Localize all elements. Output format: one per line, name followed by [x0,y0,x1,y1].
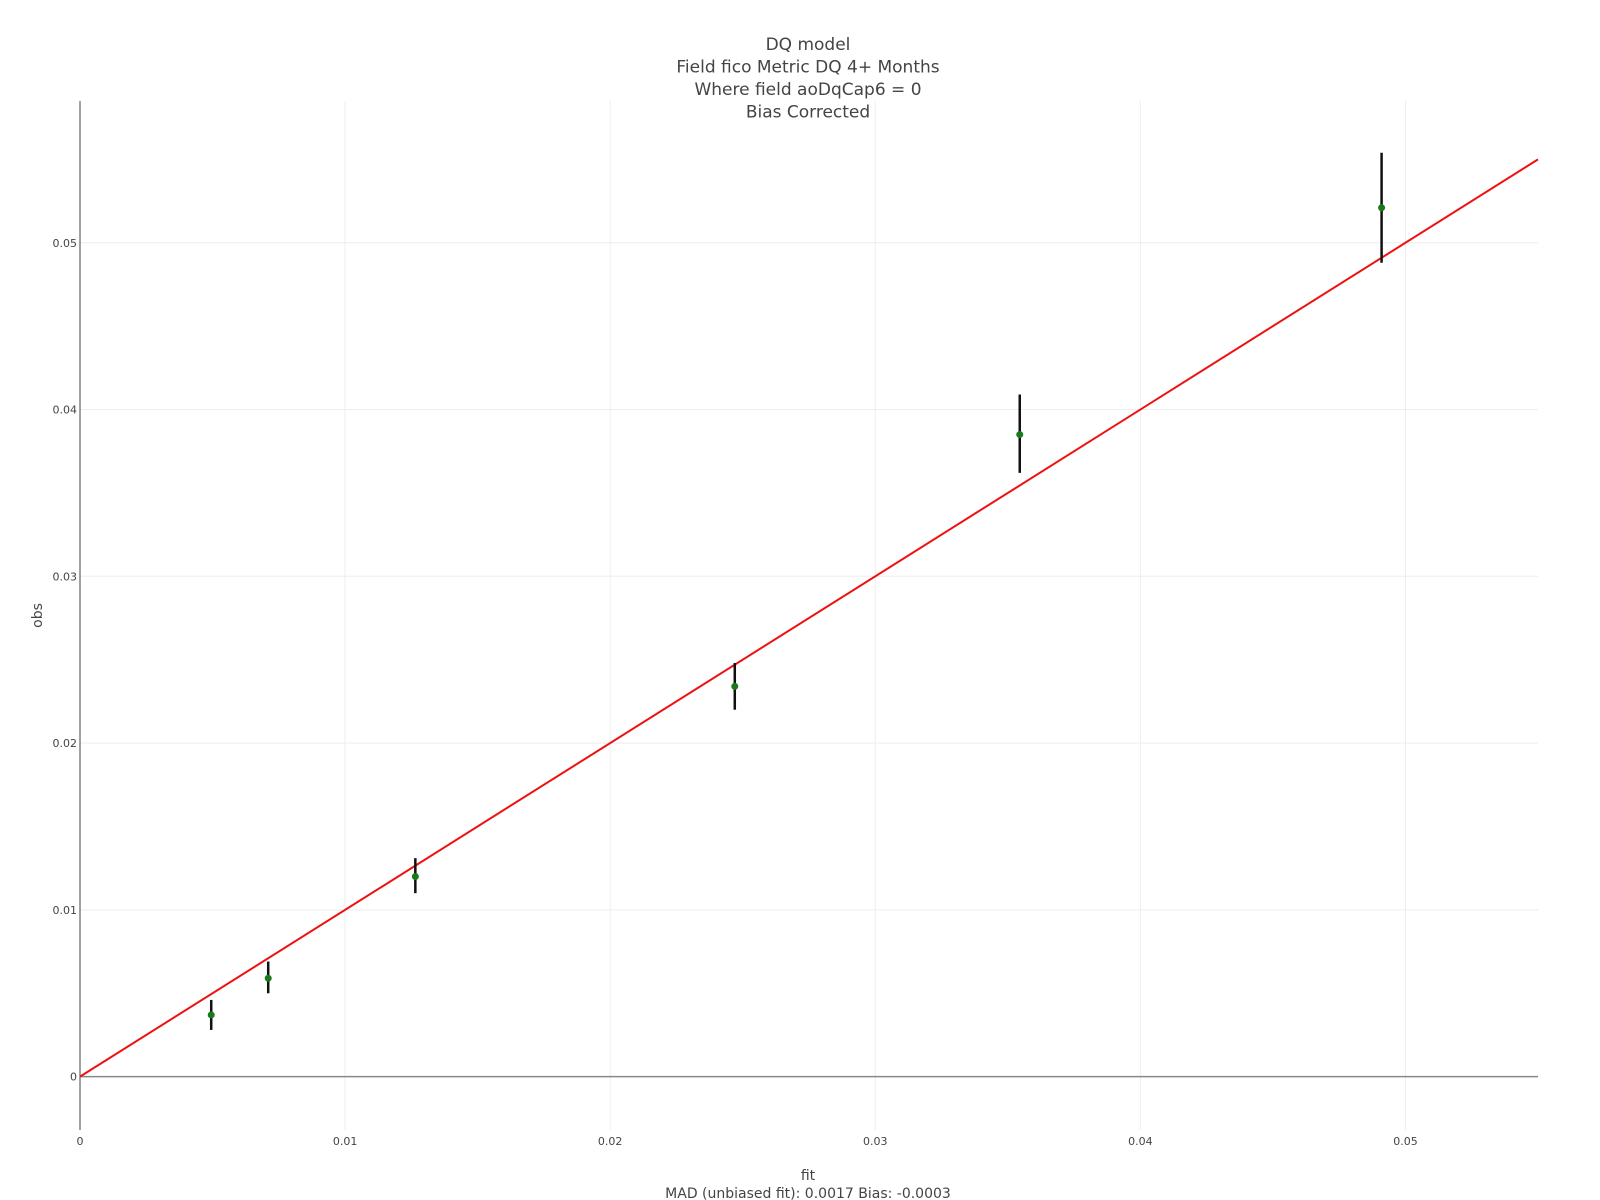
y-tick-label: 0.04 [53,404,78,417]
x-tick-label: 0 [77,1135,84,1148]
data-point [411,873,419,881]
data-point [207,1011,215,1019]
data-points [207,204,1386,1019]
chart-title-line: Field fico Metric DQ 4+ Months [676,58,939,78]
x-tick-label: 0.04 [1128,1135,1153,1148]
reference-line [79,158,1539,1078]
data-point [264,974,272,982]
gridlines [80,101,1538,1130]
y-tick-labels: 0 0.01 0.02 0.03 0.04 0.05 [53,237,78,1084]
chart-title-line: Where field aoDqCap6 = 0 [694,80,921,100]
x-axis-subtitle: MAD (unbiased fit): 0.0017 Bias: -0.0003 [665,1186,951,1200]
x-tick-label: 0.02 [598,1135,623,1148]
data-point [731,682,739,690]
chart-title-line: Bias Corrected [746,103,870,123]
y-tick-label: 0.02 [53,737,78,750]
x-tick-label: 0.01 [333,1135,358,1148]
x-tick-label: 0.03 [863,1135,888,1148]
chart-title: DQ model Field fico Metric DQ 4+ MonthsWh… [676,35,939,123]
reference-line-group [79,158,1539,1078]
x-tick-label: 0.05 [1393,1135,1418,1148]
x-axis-title: fit [801,1168,816,1184]
chart-title-line: DQ model [766,35,851,55]
axes [79,101,1538,1130]
x-tick-labels: 0 0.01 0.02 0.03 0.04 0.05 [77,1135,1418,1148]
data-point [1378,204,1386,212]
data-point [1016,431,1024,439]
y-axis-title: obs [30,603,46,628]
y-tick-label: 0 [70,1071,77,1084]
error-bars [209,152,1383,1030]
y-tick-label: 0.03 [53,570,78,583]
y-tick-label: 0.05 [53,237,78,250]
y-tick-label: 0.01 [53,904,78,917]
